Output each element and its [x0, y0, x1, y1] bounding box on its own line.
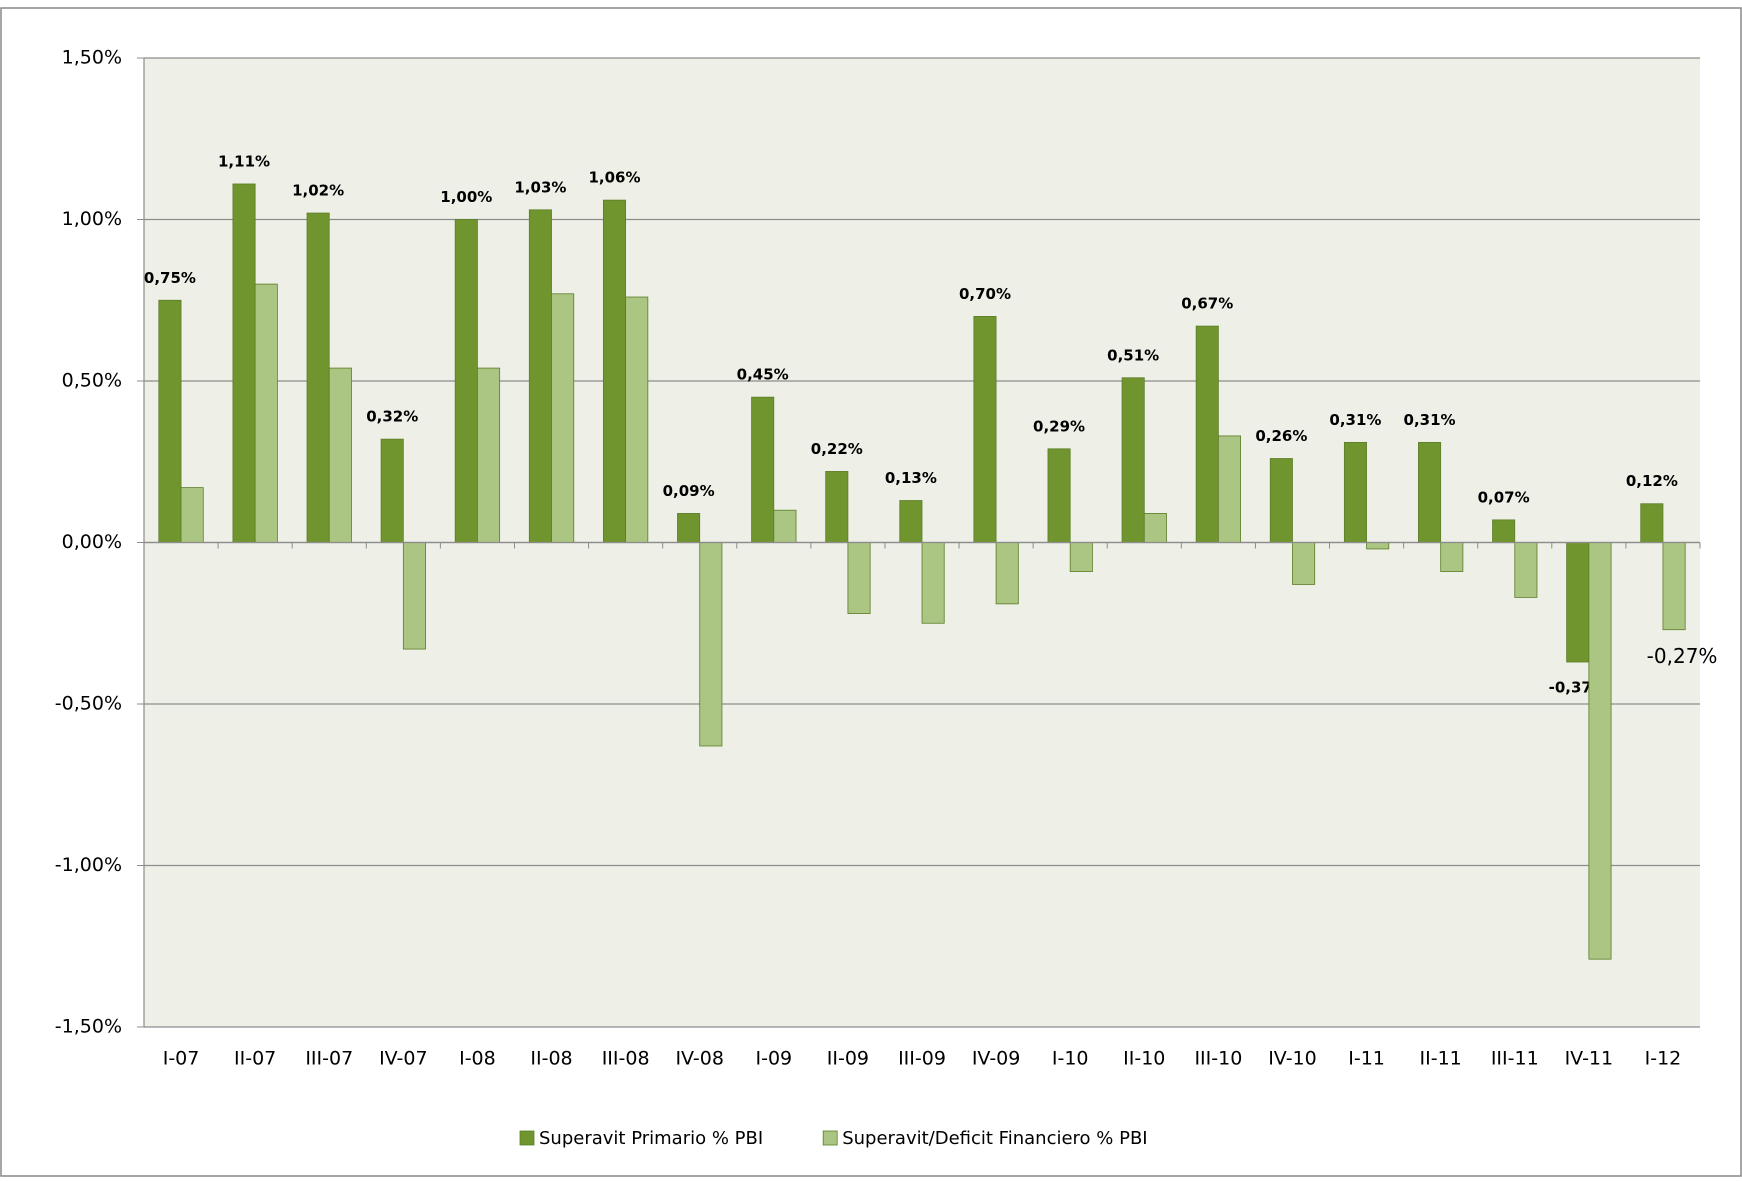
- data-label: 1,06%: [588, 169, 640, 187]
- bar: [232, 183, 256, 543]
- legend-label: Superavit Primario % PBI: [539, 1128, 763, 1149]
- y-tick-label: -1,50%: [55, 1016, 122, 1038]
- data-label: 0,70%: [959, 285, 1011, 303]
- data-label: 0,32%: [366, 408, 418, 426]
- bar: [328, 367, 352, 543]
- y-tick-label: 1,00%: [62, 208, 122, 230]
- x-tick-label: II-09: [827, 1048, 869, 1070]
- data-label: 0,75%: [144, 269, 196, 287]
- bar: [1492, 519, 1516, 543]
- bar: [1343, 441, 1367, 543]
- y-tick-label: 1,50%: [62, 47, 122, 69]
- data-label: 0,12%: [1626, 472, 1678, 490]
- y-tick-label: 0,00%: [62, 531, 122, 553]
- y-tick-label: -0,50%: [55, 693, 122, 715]
- x-tick-label: II-08: [530, 1048, 572, 1070]
- bar: [1195, 325, 1219, 543]
- data-label: 0,26%: [1255, 427, 1307, 445]
- bar: [306, 212, 330, 543]
- y-tick-label: 0,50%: [62, 370, 122, 392]
- bar: [602, 199, 627, 543]
- data-label: 1,11%: [218, 152, 270, 170]
- x-tick-label: IV-10: [1268, 1048, 1317, 1070]
- bar: [1640, 503, 1664, 543]
- bar: [1566, 542, 1590, 663]
- bar: [1121, 377, 1145, 543]
- bar: [1217, 435, 1242, 543]
- bar: [1269, 458, 1293, 543]
- bar: [1588, 542, 1612, 960]
- data-label: 0,31%: [1329, 411, 1381, 429]
- x-tick-label: I-10: [1052, 1048, 1089, 1070]
- bar: [402, 542, 426, 650]
- y-tick-label: -1,00%: [55, 854, 122, 876]
- bar: [973, 315, 997, 543]
- legend-swatch: [822, 1130, 838, 1146]
- bar: [625, 296, 649, 543]
- bar: [921, 542, 945, 624]
- data-label: 1,03%: [514, 178, 566, 196]
- data-label: 0,09%: [663, 482, 715, 500]
- x-tick-label: II-10: [1123, 1048, 1165, 1070]
- bar: [158, 299, 182, 543]
- bar: [1069, 542, 1093, 572]
- data-label: 1,00%: [440, 188, 492, 206]
- x-tick-label: I-09: [755, 1048, 792, 1070]
- bar: [1440, 542, 1464, 572]
- bar: [1514, 542, 1538, 598]
- data-label: 1,02%: [292, 182, 344, 200]
- x-tick-label: I-11: [1348, 1048, 1385, 1070]
- bar: [995, 542, 1019, 605]
- bar: [454, 219, 478, 543]
- bar: [1143, 513, 1167, 543]
- x-tick-label: IV-09: [972, 1048, 1021, 1070]
- bar: [1366, 542, 1390, 550]
- x-tick-label: II-07: [234, 1048, 276, 1070]
- x-tick-label: I-07: [163, 1048, 200, 1070]
- x-tick-label: III-11: [1491, 1048, 1539, 1070]
- x-tick-label: IV-11: [1565, 1048, 1614, 1070]
- bar: [528, 209, 552, 543]
- bar: [380, 438, 404, 543]
- x-tick-label: III-08: [602, 1048, 650, 1070]
- x-tick-label: III-07: [305, 1048, 353, 1070]
- x-tick-label: I-08: [459, 1048, 496, 1070]
- data-label: -0,27%: [1647, 644, 1718, 668]
- legend-label: Superavit/Deficit Financiero % PBI: [842, 1128, 1147, 1149]
- bar: [1292, 542, 1316, 585]
- bar: [899, 500, 923, 543]
- data-label: 0,51%: [1107, 346, 1159, 364]
- data-label: 0,13%: [885, 469, 937, 487]
- bar: [751, 396, 775, 543]
- bar: [677, 513, 701, 543]
- x-tick-label: II-11: [1420, 1048, 1462, 1070]
- bar: [825, 471, 849, 543]
- bar: [180, 487, 204, 543]
- x-tick-label: IV-08: [675, 1048, 724, 1070]
- x-tick-label: I-12: [1645, 1048, 1682, 1070]
- data-label: 0,29%: [1033, 417, 1085, 435]
- bar: [847, 542, 871, 614]
- bar: [773, 509, 797, 543]
- bar: [477, 367, 501, 543]
- x-tick-label: IV-07: [379, 1048, 428, 1070]
- bar: [699, 542, 723, 747]
- legend-swatch: [519, 1130, 535, 1146]
- bar: [1418, 441, 1442, 543]
- bar: [254, 283, 278, 543]
- data-label: 0,31%: [1404, 411, 1456, 429]
- data-label: 0,45%: [737, 366, 789, 384]
- x-tick-label: III-09: [898, 1048, 946, 1070]
- data-label: 0,22%: [811, 440, 863, 458]
- x-tick-label: III-10: [1194, 1048, 1242, 1070]
- data-label: 0,07%: [1478, 488, 1530, 506]
- bar: [1047, 448, 1071, 543]
- bar: [1662, 542, 1686, 631]
- data-label: 0,67%: [1181, 295, 1233, 313]
- bar: [551, 293, 575, 543]
